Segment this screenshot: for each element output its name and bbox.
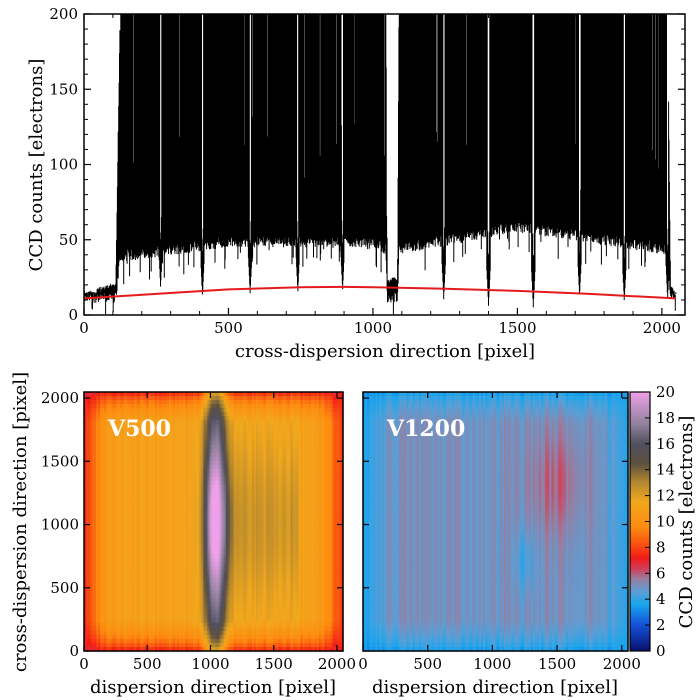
profile-ytick-label: 0 bbox=[68, 306, 78, 324]
profile-trace bbox=[84, 0, 676, 315]
profile-xtick-label: 1500 bbox=[498, 319, 536, 337]
profile-ytick-label: 150 bbox=[49, 80, 78, 98]
figure: 0 500 1000 1500 2000 0 50 100 150 200 cross-dispe… bbox=[0, 0, 700, 700]
profile-ytick-label: 100 bbox=[49, 156, 78, 174]
profile-panel: 0 500 1000 1500 2000 0 50 100 150 200 cross-dispe… bbox=[26, 0, 685, 362]
profile-trace-line bbox=[84, 0, 676, 315]
profile-ytick-label: 50 bbox=[59, 231, 78, 249]
profile-xtick-label: 2000 bbox=[643, 319, 681, 337]
profile-ytick-label: 200 bbox=[49, 5, 78, 23]
profile-xlabel: cross-dispersion direction [pixel] bbox=[235, 341, 535, 362]
profile-xtick-label: 500 bbox=[214, 319, 243, 337]
profile-xtick-label: 1000 bbox=[354, 319, 392, 337]
profile-xtick-label: 0 bbox=[79, 319, 89, 337]
background-fit-line bbox=[84, 287, 676, 299]
profile-ylabel: CCD counts [electrons] bbox=[26, 59, 47, 272]
